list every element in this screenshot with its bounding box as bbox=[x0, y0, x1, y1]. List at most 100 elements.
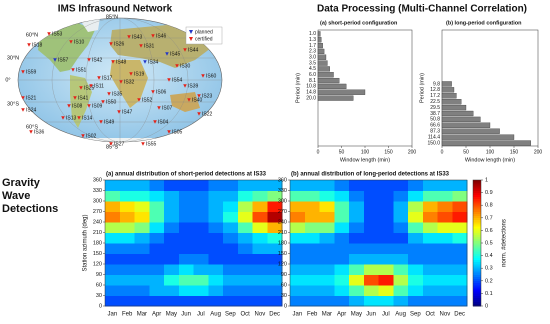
heat-cell bbox=[393, 253, 409, 265]
y-tick-label: 10.8 bbox=[306, 84, 316, 90]
heat-cell bbox=[319, 295, 335, 307]
heat-cell bbox=[119, 295, 135, 307]
heat-cell bbox=[237, 264, 253, 275]
heat-cell bbox=[119, 274, 135, 286]
heat-cell bbox=[208, 243, 224, 254]
station-label: IS52 bbox=[142, 97, 153, 103]
station-marker bbox=[183, 84, 187, 88]
heat-cell bbox=[237, 295, 253, 307]
y-tick-label: 120 bbox=[93, 261, 102, 267]
heat-cell bbox=[178, 190, 194, 202]
y-tick-label: 0 bbox=[284, 303, 287, 309]
heat-cell bbox=[134, 232, 150, 244]
heat-cell bbox=[334, 232, 350, 244]
x-tick-label: 100 bbox=[486, 149, 495, 155]
y-tick-label: 360 bbox=[93, 177, 102, 183]
station-label: IS59 bbox=[26, 69, 37, 75]
y-tick-label: 12.8 bbox=[430, 87, 440, 93]
station-marker bbox=[183, 48, 187, 52]
heat-cell bbox=[105, 190, 121, 202]
heat-cell bbox=[334, 295, 350, 307]
colorbar-step bbox=[473, 253, 481, 256]
x-tick-label: Aug bbox=[210, 312, 221, 318]
station-label: IS09 bbox=[92, 103, 103, 109]
heat-cell bbox=[193, 232, 209, 244]
heat-cell bbox=[408, 211, 424, 223]
station-label: IS60 bbox=[206, 73, 217, 79]
heat-cell bbox=[267, 222, 283, 233]
station-marker bbox=[27, 43, 31, 47]
lat-label: 60°N bbox=[26, 32, 38, 38]
colorbar-step bbox=[473, 285, 481, 288]
colorbar-step bbox=[473, 211, 481, 214]
y-tick-label: 66.6 bbox=[430, 123, 440, 129]
heat-cell bbox=[105, 211, 121, 223]
station-marker bbox=[175, 64, 179, 68]
heat-cell bbox=[393, 295, 409, 307]
heat-cell bbox=[437, 295, 453, 307]
heat-cell bbox=[408, 264, 424, 275]
station-label: IS24 bbox=[26, 107, 37, 113]
x-tick-label: 50 bbox=[463, 149, 469, 155]
heat-cell bbox=[223, 243, 239, 254]
x-tick-label: Jul bbox=[382, 312, 390, 318]
colorbar-step bbox=[473, 249, 481, 252]
station-marker bbox=[109, 42, 113, 46]
station-marker bbox=[77, 116, 81, 120]
colorbar-step bbox=[473, 184, 481, 187]
x-tick-label: Dec bbox=[454, 312, 465, 318]
x-tick-label: 0 bbox=[441, 149, 444, 155]
bar bbox=[317, 66, 330, 72]
heat-cell bbox=[208, 264, 224, 275]
y-tick-label: 3.5 bbox=[309, 60, 316, 66]
heat-cell bbox=[437, 253, 453, 265]
station-marker bbox=[21, 96, 25, 100]
x-tick-label: Feb bbox=[307, 312, 318, 318]
heat-cell bbox=[134, 190, 150, 202]
station-label: IS32 bbox=[124, 79, 135, 85]
heat-cell bbox=[193, 201, 209, 212]
legend-label: certified bbox=[195, 36, 213, 42]
y-tick-label: 90 bbox=[96, 272, 102, 278]
heat-cell bbox=[208, 211, 224, 223]
heat-cell bbox=[193, 243, 209, 254]
heat-cell bbox=[393, 232, 409, 244]
x-tick-label: May bbox=[351, 312, 362, 318]
x-tick-label: Oct bbox=[240, 312, 250, 318]
heat-cell bbox=[452, 285, 468, 296]
colorbar-step bbox=[473, 270, 481, 273]
colorbar-step bbox=[473, 272, 481, 275]
heat-cell bbox=[452, 274, 468, 286]
colorbar-tick-label: 0 bbox=[485, 303, 488, 309]
heat-cell bbox=[334, 180, 350, 191]
station-label: IS17 bbox=[102, 75, 113, 81]
station-label: IS21 bbox=[26, 95, 37, 101]
station-marker bbox=[151, 34, 155, 38]
y-tick-label: 1.0 bbox=[309, 31, 316, 37]
y-tick-label: 180 bbox=[278, 240, 287, 246]
heat-cell bbox=[149, 264, 165, 275]
heat-cell bbox=[178, 232, 194, 244]
colorbar-tick-label: 0.7 bbox=[485, 215, 493, 221]
heat-cell bbox=[119, 243, 135, 254]
heat-cell bbox=[304, 243, 320, 254]
y-tick-label: 60 bbox=[96, 282, 102, 288]
heat-cell bbox=[105, 285, 121, 296]
heat-cell bbox=[349, 222, 365, 233]
processing-title: Data Processing (Multi-Channel Correlati… bbox=[317, 4, 527, 15]
section-label: Gravity bbox=[2, 177, 41, 189]
heat-cell bbox=[437, 285, 453, 296]
bar bbox=[441, 81, 452, 87]
station-label: IS46 bbox=[156, 33, 167, 39]
graticule bbox=[18, 18, 222, 142]
chart-title: (a) short-period configuration bbox=[320, 20, 398, 26]
heat-cell bbox=[134, 211, 150, 223]
heat-cell bbox=[422, 232, 438, 244]
bar bbox=[317, 60, 328, 66]
y-tick-label: 14.8 bbox=[306, 90, 316, 96]
heat-cell bbox=[119, 190, 135, 202]
heat-cell bbox=[164, 295, 180, 307]
colorbar-step bbox=[473, 301, 481, 305]
heat-cell bbox=[378, 190, 394, 202]
heat-cell bbox=[119, 264, 135, 275]
